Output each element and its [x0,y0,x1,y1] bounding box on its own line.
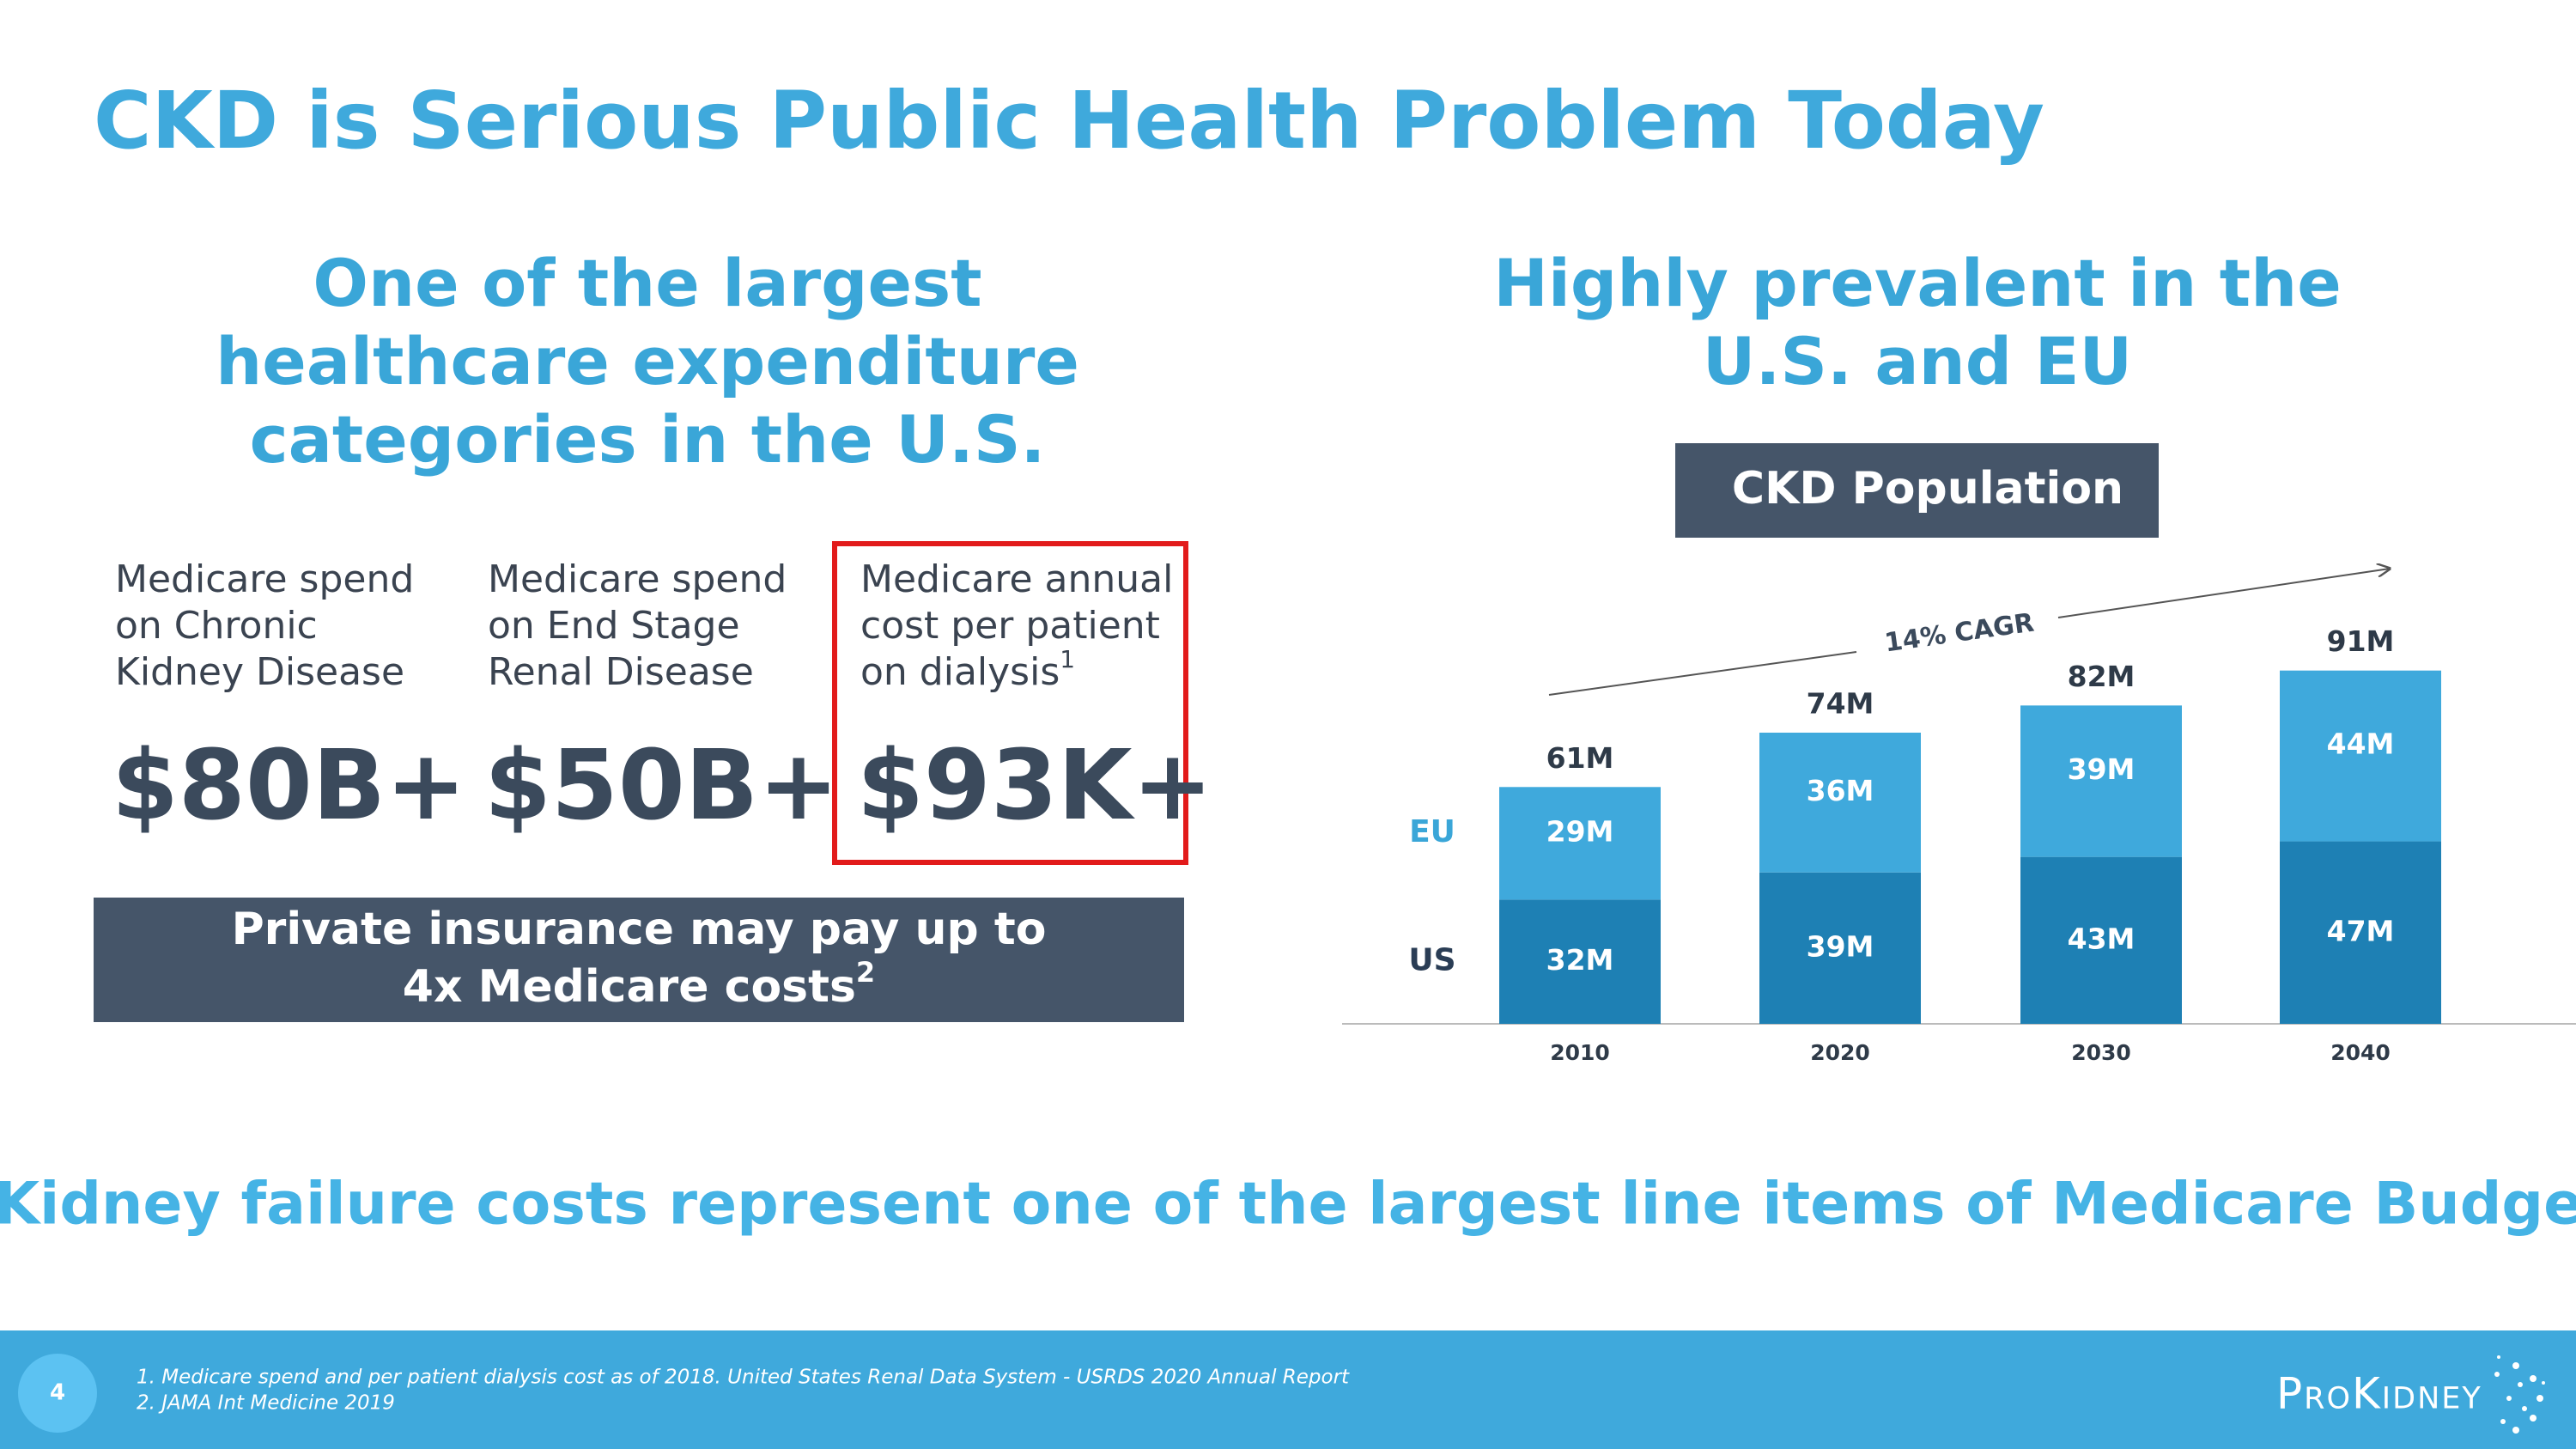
x-tick-label: 2030 [2071,1040,2131,1065]
left-heading: One of the largest [313,245,981,321]
stat-label-text: Medicare annual [860,557,1173,601]
note-text: 4x Medicare costs [403,961,856,1013]
cagr-line [1548,651,1857,696]
superscript: 1 [1060,645,1075,673]
stat-label-text: on Chronic [115,604,318,648]
page-badge [18,1354,97,1433]
stat-label: Kidney Disease [115,650,404,694]
logo: ProKidney [2276,1369,2482,1419]
x-tick-label: 2020 [1810,1040,1870,1065]
segment-label: 32M [1546,943,1614,977]
bar-segment [2020,856,2182,1024]
population-box-text: CKD Population [1732,463,2123,514]
left-heading: healthcare expenditure [216,323,1079,399]
bar-segment [1499,899,1661,1024]
stat-value: $80B+ [112,730,466,842]
stat-label: on End Stage [488,604,740,648]
stat-label: Medicare annual [860,557,1173,601]
cagr-arrow [2057,569,2390,618]
stat-label-text: cost per patient [860,604,1160,648]
series-label: US [1408,943,1455,978]
total-label: 61M [1546,741,1614,775]
right-heading: U.S. and EU [1703,323,2133,399]
segment-label: 36M [1807,774,1874,807]
note-line: Private insurance may pay up to [232,904,1047,955]
right-heading: Highly prevalent in the [1493,245,2342,321]
series-label: EU [1409,814,1455,849]
total-label: 91M [2327,624,2395,658]
logo-dots [2494,1355,2545,1434]
stat-label: cost per patient [860,604,1160,648]
page-number: 4 [50,1380,65,1406]
stat-label-text: on End Stage [488,604,740,648]
bar-segment [2280,841,2441,1024]
superscript: 2 [856,956,875,989]
total-label: 74M [1807,687,1874,721]
note-bar [94,898,1184,1022]
bar-segment [1759,872,1921,1024]
segment-label: 29M [1546,814,1614,848]
stat-value: $50B+ [484,730,839,842]
stat-label: Renal Disease [488,650,754,694]
stat-label-text: on dialysis [860,650,1060,694]
stat-value: $93K+ [857,730,1212,842]
x-tick-label: 2040 [2330,1040,2391,1065]
stat-label-text: Kidney Disease [115,650,404,694]
title: CKD is Serious Public Health Problem Tod… [94,75,2044,167]
segment-label: 44M [2327,728,2395,761]
segment-label: 43M [2068,922,2136,955]
population-box [1675,443,2159,538]
stat-label: on dialysis1 [860,645,1075,694]
footer-band [0,1330,2576,1449]
highlight-box [832,541,1188,865]
bar-segment [2020,705,2182,857]
footnote: 1. Medicare spend and per patient dialys… [137,1367,1350,1389]
stat-label: on Chronic [115,604,318,648]
segment-label: 39M [2068,752,2136,786]
segment-label: 47M [2327,914,2395,947]
total-label: 82M [2068,660,2136,693]
note-line: 4x Medicare costs2 [403,956,875,1013]
note-text: Private insurance may pay up to [232,904,1047,955]
left-heading: categories in the U.S. [250,401,1046,478]
stat-label: Medicare spend [115,557,414,601]
bar-segment [2280,670,2441,842]
cagr-label: 14% CAGR [1883,607,2036,658]
stat-label-text: Medicare spend [488,557,787,601]
x-tick-label: 2010 [1550,1040,1610,1065]
stat-label-text: Medicare spend [115,557,414,601]
footnote: 2. JAMA Int Medicine 2019 [137,1392,395,1415]
stat-label: Medicare spend [488,557,787,601]
stat-label-text: Renal Disease [488,650,754,694]
bar-segment [1499,787,1661,900]
bar-segment [1759,733,1921,873]
statement: Kidney failure costs represent one of th… [0,1171,2576,1239]
segment-label: 39M [1807,929,1874,963]
